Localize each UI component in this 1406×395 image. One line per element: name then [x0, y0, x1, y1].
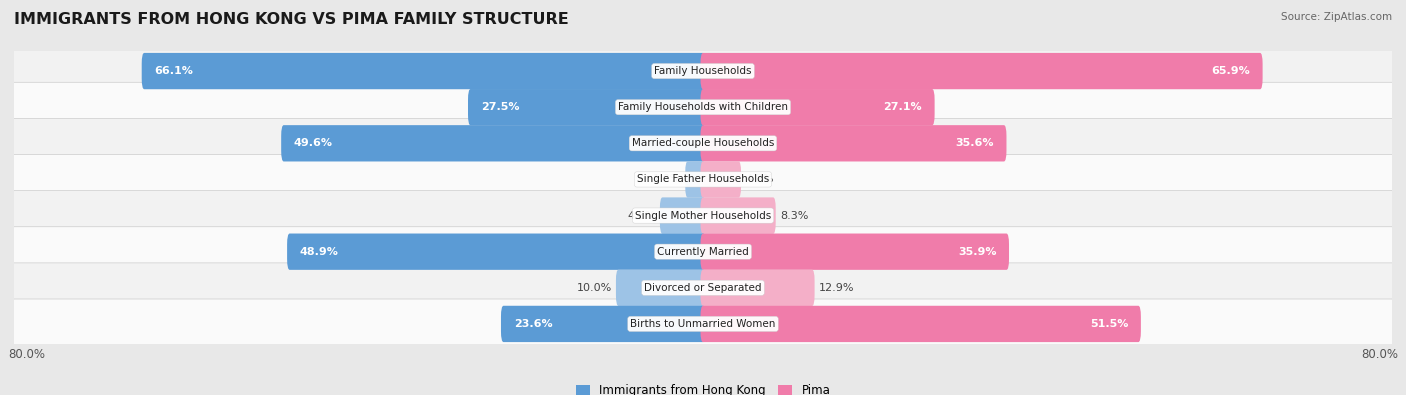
FancyBboxPatch shape: [700, 125, 1007, 162]
FancyBboxPatch shape: [287, 233, 706, 270]
FancyBboxPatch shape: [700, 270, 814, 306]
Text: 4.2%: 4.2%: [745, 175, 773, 184]
Text: Single Father Households: Single Father Households: [637, 175, 769, 184]
FancyBboxPatch shape: [11, 263, 1395, 313]
Text: 27.1%: 27.1%: [883, 102, 922, 112]
FancyBboxPatch shape: [11, 46, 1395, 96]
Text: 49.6%: 49.6%: [294, 138, 333, 148]
FancyBboxPatch shape: [11, 227, 1395, 276]
FancyBboxPatch shape: [685, 161, 706, 198]
FancyBboxPatch shape: [700, 306, 1140, 342]
Text: 35.6%: 35.6%: [955, 138, 994, 148]
FancyBboxPatch shape: [11, 82, 1395, 132]
Text: IMMIGRANTS FROM HONG KONG VS PIMA FAMILY STRUCTURE: IMMIGRANTS FROM HONG KONG VS PIMA FAMILY…: [14, 12, 569, 27]
Text: 66.1%: 66.1%: [155, 66, 193, 76]
FancyBboxPatch shape: [501, 306, 706, 342]
FancyBboxPatch shape: [700, 233, 1010, 270]
FancyBboxPatch shape: [616, 270, 706, 306]
Text: Currently Married: Currently Married: [657, 247, 749, 257]
Text: 8.3%: 8.3%: [780, 211, 808, 220]
Text: 4.8%: 4.8%: [627, 211, 655, 220]
Text: 12.9%: 12.9%: [818, 283, 855, 293]
FancyBboxPatch shape: [659, 198, 706, 234]
Text: 23.6%: 23.6%: [513, 319, 553, 329]
FancyBboxPatch shape: [281, 125, 706, 162]
Text: 35.9%: 35.9%: [957, 247, 997, 257]
Text: Married-couple Households: Married-couple Households: [631, 138, 775, 148]
Text: 1.8%: 1.8%: [652, 175, 681, 184]
FancyBboxPatch shape: [700, 89, 935, 125]
Text: Single Mother Households: Single Mother Households: [636, 211, 770, 220]
FancyBboxPatch shape: [11, 154, 1395, 204]
Text: 65.9%: 65.9%: [1211, 66, 1250, 76]
FancyBboxPatch shape: [700, 161, 741, 198]
FancyBboxPatch shape: [11, 191, 1395, 241]
Text: 48.9%: 48.9%: [299, 247, 339, 257]
Text: Source: ZipAtlas.com: Source: ZipAtlas.com: [1281, 12, 1392, 22]
Legend: Immigrants from Hong Kong, Pima: Immigrants from Hong Kong, Pima: [571, 380, 835, 395]
FancyBboxPatch shape: [468, 89, 706, 125]
FancyBboxPatch shape: [700, 53, 1263, 89]
Text: Births to Unmarried Women: Births to Unmarried Women: [630, 319, 776, 329]
Text: Divorced or Separated: Divorced or Separated: [644, 283, 762, 293]
Text: Family Households: Family Households: [654, 66, 752, 76]
FancyBboxPatch shape: [11, 118, 1395, 168]
FancyBboxPatch shape: [700, 198, 776, 234]
Text: 51.5%: 51.5%: [1090, 319, 1128, 329]
Text: Family Households with Children: Family Households with Children: [619, 102, 787, 112]
Text: 10.0%: 10.0%: [576, 283, 612, 293]
FancyBboxPatch shape: [11, 299, 1395, 349]
FancyBboxPatch shape: [142, 53, 706, 89]
Text: 27.5%: 27.5%: [481, 102, 519, 112]
